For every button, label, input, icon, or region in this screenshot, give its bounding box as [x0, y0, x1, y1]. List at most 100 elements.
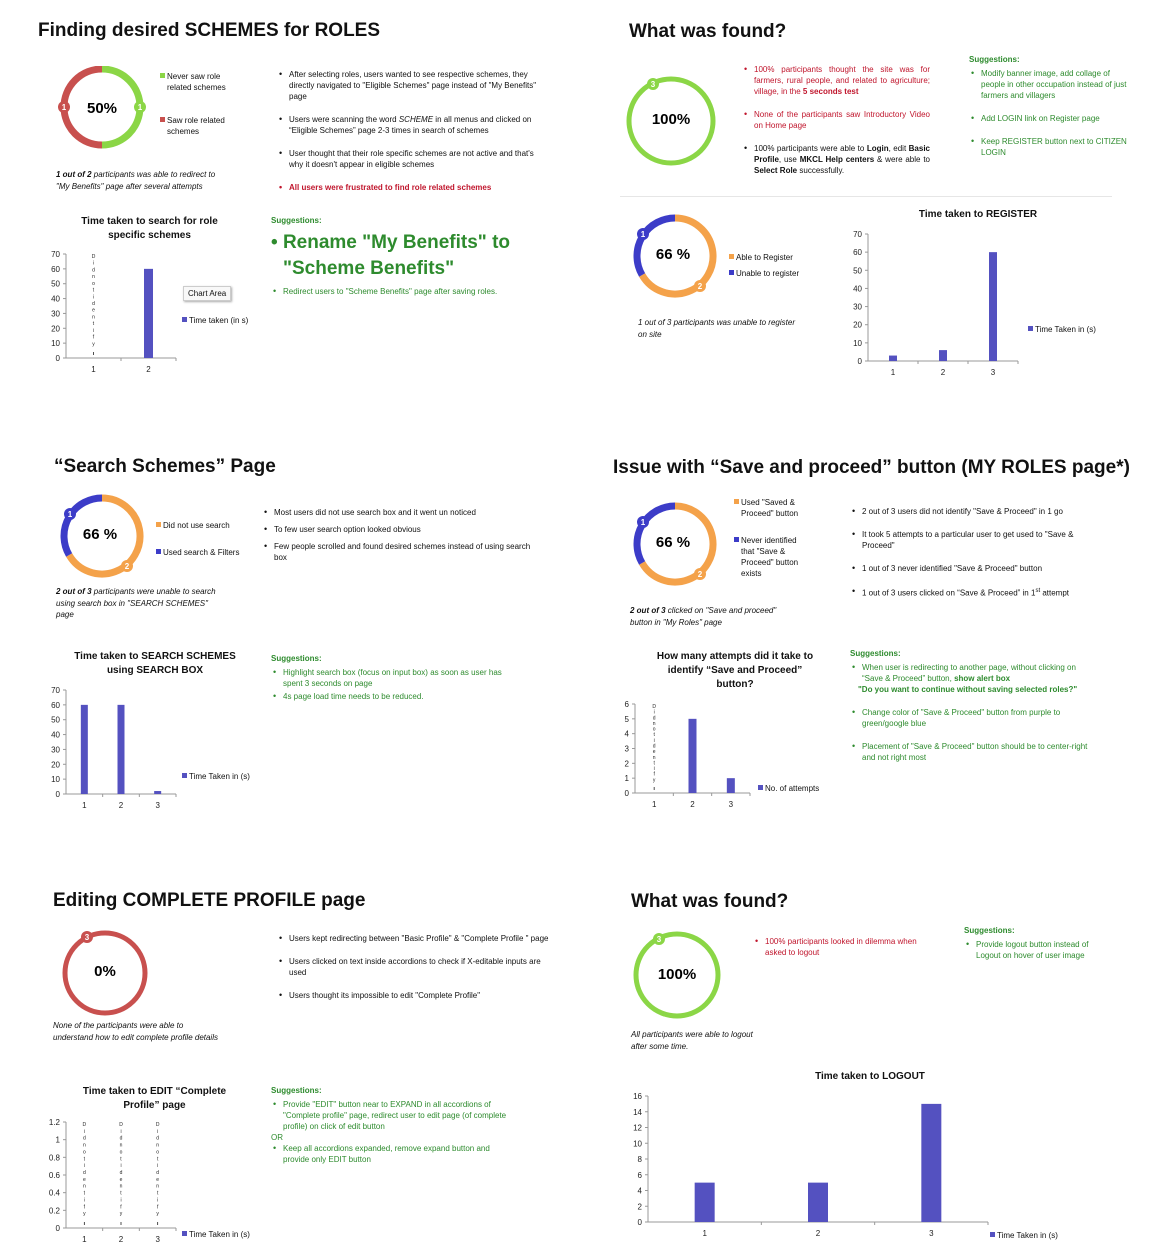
finding-item: User thought that their role specific sc… [279, 148, 543, 170]
suggestions-title: Suggestions: [271, 1086, 322, 1095]
y-tick-label: 6 [638, 1171, 643, 1180]
legend-item-red: Saw role related schemes [160, 115, 240, 137]
y-tick-label: 30 [51, 309, 60, 318]
y-tick-label: 1 [625, 774, 630, 783]
bar [144, 268, 153, 358]
chart-legend: Time Taken in (s) [182, 771, 1155, 782]
donut-marker-label: 3 [657, 935, 662, 944]
bar-chart-search-box: 0 10 20 30 40 50 60 70 1 2 3 [51, 686, 177, 810]
y-tick-label: 1.2 [49, 1118, 61, 1127]
finding-item: Most users did not use search box and it… [264, 507, 537, 518]
donut-percent: 100% [652, 111, 690, 128]
finding-item: 1 out of 3 never identified "Save & Proc… [852, 563, 1100, 574]
y-tick-label: 20 [51, 760, 60, 769]
suggestions-schemes-roles: Suggestions: • Rename "My Benefits" to "… [271, 216, 511, 309]
y-tick-label: 10 [51, 339, 60, 348]
legend-label: Never identified that "Save & Proceed" b… [741, 536, 799, 578]
y-tick-label: 40 [51, 731, 60, 740]
section-title-what-found-1: What was found? [629, 21, 787, 42]
donut-segment-orange [639, 502, 717, 586]
legend-label: Did not use search [163, 521, 230, 530]
finding-item: It took 5 attempts to a particular user … [852, 529, 1100, 551]
chart-title: Time taken to LOGOUT [815, 1071, 925, 1082]
finding-item: Few people scrolled and found desired sc… [264, 541, 537, 563]
y-tick-label: 30 [853, 303, 862, 312]
x-tick-label: 1 [702, 1229, 707, 1238]
legend-label: Never saw role related schemes [167, 72, 226, 92]
suggestions-what-found: Suggestions: Modify banner image, add co… [969, 55, 1134, 170]
suggestion-item: Redirect users to "Scheme Benefits" page… [273, 286, 511, 297]
donut-marker-red [58, 101, 70, 113]
legend-item-orange: Did not use search [156, 520, 246, 531]
finding-item: 1 out of 3 users clicked on “Save & Proc… [852, 586, 1100, 599]
section-title-schemes-roles: Finding desired SCHEMES for ROLES [38, 20, 381, 41]
donut-note: 2 out of 3 participants were unable to s… [56, 587, 216, 619]
y-tick-label: 16 [633, 1092, 642, 1101]
section-title-what-found-2: What was found? [631, 891, 789, 912]
donut-chart-search: 66 % 1 2 [60, 494, 144, 578]
chart-title: Time taken to REGISTER [918, 209, 1038, 220]
y-tick-label: 2 [638, 1202, 643, 1211]
y-tick-label: 10 [853, 339, 862, 348]
x-tick-label: 1 [82, 801, 87, 810]
x-tick-label: 2 [941, 368, 946, 377]
legend-item-blue: Unable to register [729, 268, 829, 279]
finding-item: 2 out of 3 users did not identify "Save … [852, 506, 1100, 517]
donut-marker-label: 3 [85, 933, 90, 942]
legend-item-blue: Used search & Filters [156, 547, 246, 558]
donut-marker [647, 78, 659, 90]
donut-chart-profile: 0% 3 [62, 930, 148, 1016]
suggestion-item: Add LOGIN link on Register page [971, 113, 1134, 124]
donut-legend: Never saw role related schemes Saw role … [160, 71, 240, 137]
donut-chart-save: 66 % 1 2 [633, 502, 717, 586]
suggestion-item: Provide logout button instead of Logout … [966, 939, 1114, 961]
bar [117, 704, 125, 794]
bar [154, 791, 162, 794]
suggestion-item: Change color of "Save & Proceed" button … [852, 707, 1095, 729]
x-tick-label: 2 [146, 365, 151, 374]
finding-item: 100% participants were able to Login, ed… [744, 143, 930, 176]
y-tick-label: 70 [853, 230, 862, 239]
donut-marker-blue [637, 516, 649, 528]
donut-percent: 100% [658, 966, 696, 983]
x-tick-label: 1 [82, 1235, 87, 1244]
y-tick-label: 0 [56, 1224, 61, 1233]
legend-label: No. of attempts [765, 784, 820, 793]
donut-chart-schemes-roles: 50% 1 1 [58, 66, 146, 149]
y-tick-label: 20 [853, 321, 862, 330]
donut-note: 1 out of 2 participants was able to redi… [56, 170, 216, 191]
suggestions-title: Suggestions: [850, 649, 901, 658]
findings-search: Most users did not use search box and it… [262, 507, 537, 575]
donut-note: 1 out of 3 participants was unable to re… [638, 318, 795, 339]
chart-legend: Time taken (in s) [182, 315, 1155, 326]
chart-title: Time taken to EDIT “Complete Profile” pa… [82, 1086, 227, 1111]
suggestion-item: When user is redirecting to another page… [852, 662, 1095, 695]
donut-chart-100: 100% 3 [626, 76, 716, 166]
donut-percent: 66 % [83, 526, 117, 543]
donut-marker-orange [694, 568, 706, 580]
x-tick-label: 3 [991, 368, 996, 377]
suggestion-item: 4s page load time needs to be reduced. [273, 691, 511, 702]
finding-item: Users clicked on text inside accordions … [279, 956, 557, 978]
suggestion-item: Placement of "Save & Proceed" button sho… [852, 741, 1095, 763]
donut-percent: 66 % [656, 246, 690, 263]
x-tick-label: 2 [119, 801, 124, 810]
x-tick-label: 3 [155, 801, 160, 810]
donut-marker-green-label: 1 [138, 103, 143, 112]
bar [939, 350, 947, 361]
legend-label: Time Taken in (s) [1035, 325, 1096, 334]
bar [80, 704, 88, 794]
x-tick-label: 1 [652, 800, 657, 809]
y-tick-label: 0 [625, 789, 630, 798]
y-tick-label: 5 [625, 715, 630, 724]
finding-item: Users thought its impossible to edit "Co… [279, 990, 557, 1001]
y-tick-label: 70 [51, 686, 60, 695]
y-tick-label: 0.2 [49, 1206, 61, 1215]
legend-label: Saw role related schemes [167, 116, 225, 136]
chart-title: Time taken to search for role specific s… [81, 216, 218, 241]
donut-marker-orange-label: 2 [698, 570, 703, 579]
finding-item: 100% participants looked in dilemma when… [755, 936, 918, 958]
y-tick-label: 2 [625, 759, 630, 768]
